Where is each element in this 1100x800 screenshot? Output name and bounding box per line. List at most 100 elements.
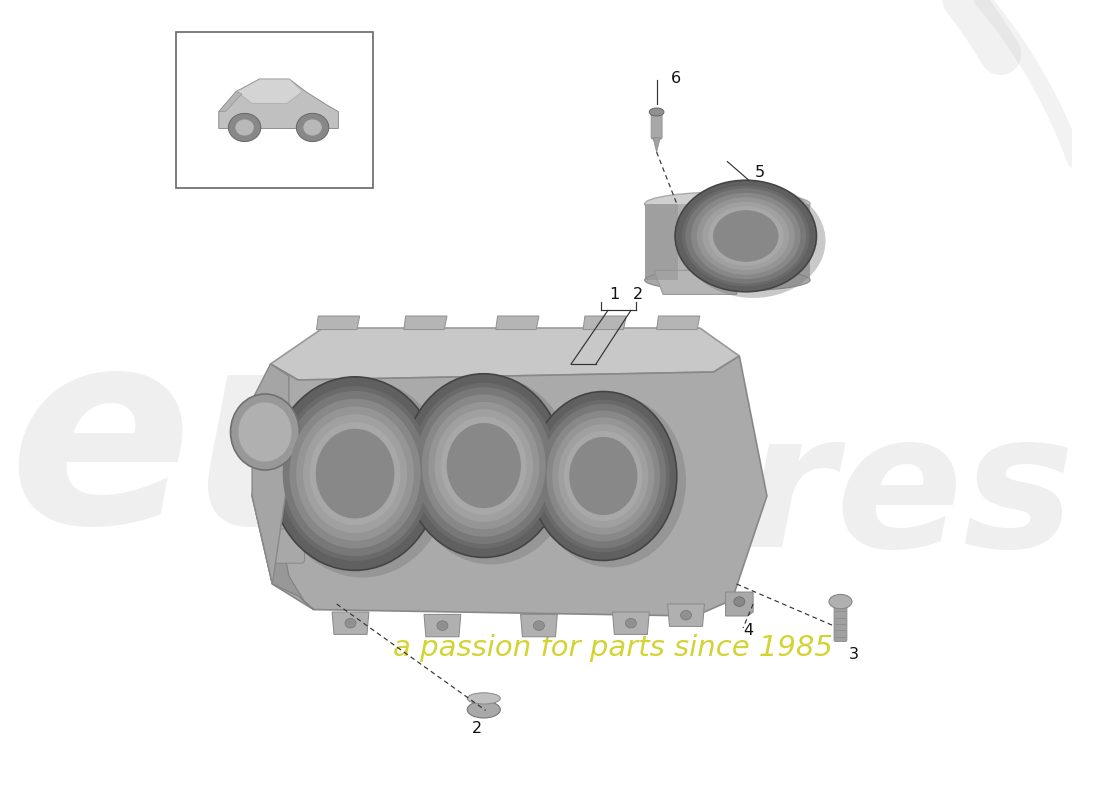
- Ellipse shape: [558, 424, 648, 528]
- Ellipse shape: [547, 410, 660, 542]
- Polygon shape: [252, 364, 289, 584]
- Polygon shape: [252, 356, 767, 616]
- Ellipse shape: [675, 180, 816, 292]
- Polygon shape: [645, 204, 678, 280]
- FancyBboxPatch shape: [651, 110, 662, 139]
- Ellipse shape: [231, 394, 299, 470]
- Ellipse shape: [323, 438, 387, 510]
- Ellipse shape: [317, 430, 394, 518]
- Ellipse shape: [239, 402, 292, 462]
- Ellipse shape: [719, 215, 772, 257]
- Ellipse shape: [404, 374, 564, 558]
- Ellipse shape: [278, 386, 431, 561]
- Polygon shape: [424, 614, 461, 637]
- Ellipse shape: [421, 394, 546, 537]
- Ellipse shape: [302, 414, 407, 533]
- Polygon shape: [613, 612, 649, 634]
- Polygon shape: [317, 316, 360, 330]
- Polygon shape: [657, 316, 700, 330]
- Ellipse shape: [330, 446, 380, 502]
- Ellipse shape: [310, 422, 400, 526]
- Ellipse shape: [316, 429, 395, 518]
- Ellipse shape: [682, 186, 810, 286]
- Ellipse shape: [696, 198, 795, 274]
- Polygon shape: [219, 91, 242, 112]
- Polygon shape: [496, 316, 539, 330]
- Ellipse shape: [713, 210, 779, 262]
- Ellipse shape: [416, 387, 552, 544]
- Ellipse shape: [447, 423, 521, 508]
- Ellipse shape: [289, 398, 420, 549]
- Polygon shape: [332, 612, 368, 634]
- Ellipse shape: [703, 202, 789, 270]
- Bar: [176, 32, 374, 188]
- Text: 3: 3: [848, 647, 858, 662]
- Ellipse shape: [685, 188, 806, 284]
- Polygon shape: [668, 604, 704, 626]
- Text: eur: eur: [8, 317, 518, 579]
- Ellipse shape: [552, 418, 654, 534]
- FancyBboxPatch shape: [834, 600, 847, 642]
- Ellipse shape: [283, 391, 428, 556]
- Polygon shape: [236, 79, 302, 103]
- Ellipse shape: [428, 402, 539, 530]
- Text: 4: 4: [744, 623, 754, 638]
- Ellipse shape: [468, 693, 500, 704]
- Polygon shape: [653, 138, 660, 152]
- Ellipse shape: [575, 445, 630, 507]
- Text: a passion for parts since 1985: a passion for parts since 1985: [393, 634, 833, 662]
- Circle shape: [304, 119, 322, 135]
- Ellipse shape: [530, 391, 676, 561]
- Polygon shape: [271, 328, 739, 380]
- Text: 6: 6: [671, 71, 681, 86]
- Circle shape: [681, 610, 692, 620]
- Ellipse shape: [691, 193, 801, 279]
- Ellipse shape: [714, 210, 778, 262]
- Circle shape: [734, 597, 745, 606]
- Ellipse shape: [468, 701, 500, 718]
- Ellipse shape: [434, 410, 532, 522]
- Ellipse shape: [454, 431, 514, 500]
- Ellipse shape: [536, 394, 686, 567]
- Circle shape: [534, 621, 544, 630]
- Circle shape: [437, 621, 448, 630]
- Text: spares: spares: [371, 406, 1075, 586]
- Ellipse shape: [296, 406, 414, 541]
- Ellipse shape: [645, 192, 810, 216]
- Ellipse shape: [582, 451, 625, 501]
- Polygon shape: [219, 79, 339, 129]
- FancyBboxPatch shape: [272, 529, 305, 563]
- Polygon shape: [252, 364, 314, 610]
- Circle shape: [626, 618, 637, 628]
- Ellipse shape: [441, 417, 527, 514]
- Ellipse shape: [271, 377, 440, 570]
- Circle shape: [345, 618, 356, 628]
- Ellipse shape: [725, 220, 767, 252]
- Ellipse shape: [708, 206, 783, 266]
- Text: 5: 5: [755, 165, 766, 180]
- Ellipse shape: [829, 594, 852, 609]
- Polygon shape: [726, 592, 754, 616]
- Polygon shape: [583, 316, 626, 330]
- Ellipse shape: [570, 438, 637, 514]
- Text: 1: 1: [609, 286, 619, 302]
- Ellipse shape: [460, 438, 507, 493]
- Polygon shape: [404, 316, 447, 330]
- Ellipse shape: [645, 269, 810, 291]
- Ellipse shape: [276, 379, 449, 578]
- Text: 2: 2: [634, 286, 643, 302]
- Ellipse shape: [540, 404, 666, 548]
- Ellipse shape: [448, 424, 520, 507]
- Ellipse shape: [537, 400, 670, 552]
- Ellipse shape: [411, 382, 557, 549]
- Circle shape: [235, 119, 254, 135]
- Ellipse shape: [681, 184, 825, 298]
- Ellipse shape: [409, 376, 573, 565]
- Polygon shape: [520, 614, 558, 637]
- Text: 2: 2: [472, 721, 483, 736]
- Ellipse shape: [649, 108, 664, 116]
- Polygon shape: [653, 270, 737, 294]
- Polygon shape: [645, 204, 810, 280]
- Circle shape: [296, 114, 329, 142]
- FancyBboxPatch shape: [272, 473, 305, 507]
